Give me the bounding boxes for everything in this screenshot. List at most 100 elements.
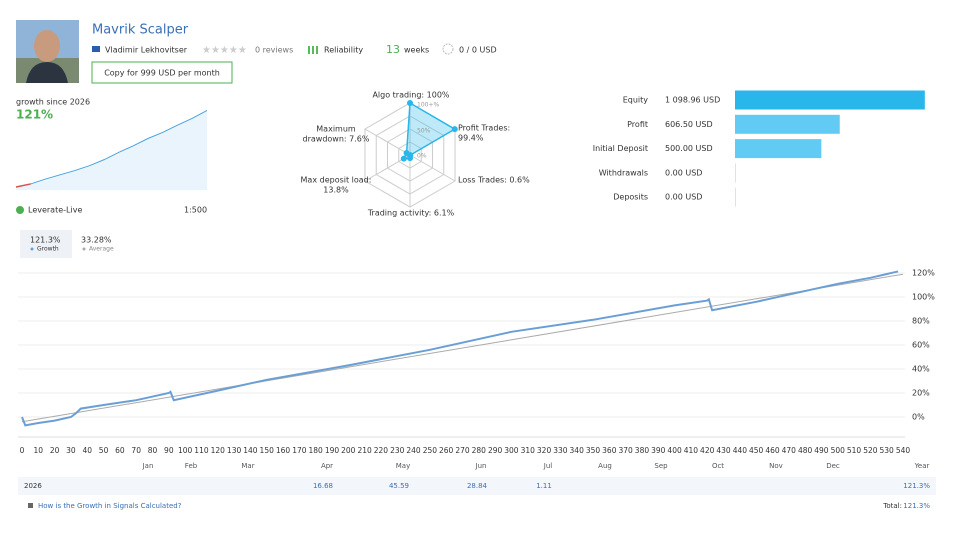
x-tick-label: 370 xyxy=(618,446,633,455)
month-label: Feb xyxy=(185,462,198,470)
balance-label: Withdrawals xyxy=(599,168,648,177)
mini-label: growth since 2026 xyxy=(16,98,90,107)
x-tick-label: 200 xyxy=(341,446,356,455)
x-tick-label: 190 xyxy=(325,446,340,455)
subscribers-icon xyxy=(442,43,454,55)
rating-stars: ★★★★★ xyxy=(202,45,247,56)
x-tick-label: 300 xyxy=(504,446,519,455)
balance-bar xyxy=(735,163,736,183)
radar-point xyxy=(403,150,410,157)
x-tick-label: 250 xyxy=(423,446,438,455)
x-tick-label: 260 xyxy=(439,446,454,455)
tab-dot xyxy=(30,247,34,251)
help-icon xyxy=(28,503,33,508)
x-tick-label: 230 xyxy=(390,446,405,455)
x-tick-label: 140 xyxy=(243,446,258,455)
month-label: Dec xyxy=(826,462,840,470)
x-tick-label: 490 xyxy=(814,446,829,455)
total-value: 121.3% xyxy=(903,502,930,510)
broker[interactable]: Leverate-Live xyxy=(28,206,82,215)
x-tick-label: 280 xyxy=(472,446,487,455)
flag-icon xyxy=(92,46,100,52)
signal-name[interactable]: Mavrik Scalper xyxy=(92,23,189,38)
x-tick-label: 460 xyxy=(765,446,780,455)
month-label: Apr xyxy=(321,462,333,470)
x-tick-label: 330 xyxy=(553,446,568,455)
copy-button[interactable] xyxy=(91,61,233,84)
radar-point xyxy=(451,126,458,133)
radar-ring-label: 100+% xyxy=(417,102,439,109)
x-tick-label: 110 xyxy=(194,446,209,455)
radar-ring-label: 50% xyxy=(417,128,431,135)
tab-label[interactable]: Average xyxy=(89,246,114,253)
tab-value[interactable]: 33.28% xyxy=(81,236,112,245)
table-cell: 16.68 xyxy=(313,482,333,490)
y-tick-label: 60% xyxy=(912,341,930,350)
balance-value: 0.00 USD xyxy=(665,168,702,177)
x-tick-label: 390 xyxy=(651,446,666,455)
leverage: 1:500 xyxy=(184,206,207,215)
author[interactable]: Vladimir Lekhovitser xyxy=(105,46,188,55)
y-tick-label: 100% xyxy=(912,293,935,302)
radar-label: drawdown: 7.6% xyxy=(303,135,370,144)
month-label: Mar xyxy=(241,462,254,470)
x-tick-label: 180 xyxy=(309,446,324,455)
x-tick-label: 20 xyxy=(50,446,60,455)
radar-axis xyxy=(364,128,411,156)
x-tick-label: 470 xyxy=(782,446,797,455)
reliability: Reliability xyxy=(324,46,363,55)
radar-label: Max deposit load: xyxy=(301,176,372,185)
month-label: Jul xyxy=(543,462,553,470)
balance-bar xyxy=(735,90,925,110)
month-label: Aug xyxy=(598,462,612,470)
month-label: Jun xyxy=(475,462,487,470)
x-tick-label: 160 xyxy=(276,446,291,455)
x-tick-label: 510 xyxy=(847,446,862,455)
x-tick-label: 170 xyxy=(292,446,307,455)
x-tick-label: 310 xyxy=(521,446,536,455)
x-tick-label: 500 xyxy=(831,446,846,455)
growth-line xyxy=(21,270,899,427)
x-tick-label: 400 xyxy=(667,446,682,455)
x-tick-label: 410 xyxy=(684,446,699,455)
copy-button-label[interactable]: Copy for 999 USD per month xyxy=(104,69,220,78)
verified-icon xyxy=(16,206,24,214)
x-tick-label: 120 xyxy=(211,446,226,455)
radar-point xyxy=(407,155,413,162)
mini-area xyxy=(16,110,207,190)
table-year: 2026 xyxy=(24,482,42,490)
mini-value: 121% xyxy=(16,108,53,122)
radar-point xyxy=(400,155,407,162)
reliability-icon xyxy=(308,46,318,54)
x-tick-label: 30 xyxy=(66,446,76,455)
tab-dot xyxy=(82,247,86,251)
balance-value: 500.00 USD xyxy=(665,144,713,153)
total-label: Total: xyxy=(882,502,902,510)
radar-label: 99.4% xyxy=(458,134,484,143)
mini-line xyxy=(15,110,208,188)
table-cell: 28.84 xyxy=(467,482,488,490)
x-tick-label: 80 xyxy=(148,446,158,455)
avatar xyxy=(16,20,79,83)
growth-tab[interactable] xyxy=(20,230,72,258)
x-tick-label: 270 xyxy=(455,446,470,455)
balance-value: 1 098.96 USD xyxy=(665,96,720,105)
mini-start xyxy=(15,183,31,188)
radar-point xyxy=(407,100,413,106)
help-link[interactable]: How is the Growth in Signals Calculated? xyxy=(38,502,182,510)
y-tick-label: 0% xyxy=(912,413,925,422)
x-tick-label: 480 xyxy=(798,446,813,455)
x-tick-label: 540 xyxy=(896,446,911,455)
month-label: Year xyxy=(914,462,930,470)
radar-label: Algo trading: 100% xyxy=(372,91,449,100)
x-tick-label: 150 xyxy=(260,446,275,455)
radar-label: 13.8% xyxy=(323,186,349,195)
month-label: Sep xyxy=(654,462,668,470)
tab-label[interactable]: Growth xyxy=(37,246,59,253)
reviews[interactable]: 0 reviews xyxy=(255,46,293,55)
x-tick-label: 130 xyxy=(227,446,242,455)
tab-value[interactable]: 121.3% xyxy=(30,236,61,245)
table-row xyxy=(18,477,936,495)
x-tick-label: 350 xyxy=(586,446,601,455)
month-label: Oct xyxy=(712,462,724,470)
